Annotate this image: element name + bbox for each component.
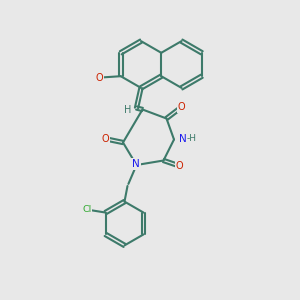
Text: Cl: Cl bbox=[82, 205, 92, 214]
Text: O: O bbox=[175, 161, 183, 171]
Text: O: O bbox=[178, 102, 185, 112]
Text: N: N bbox=[132, 159, 140, 169]
Text: O: O bbox=[95, 73, 103, 83]
Text: N: N bbox=[178, 134, 186, 145]
Text: H: H bbox=[124, 105, 132, 116]
Text: -H: -H bbox=[187, 134, 196, 143]
Text: O: O bbox=[102, 134, 110, 144]
